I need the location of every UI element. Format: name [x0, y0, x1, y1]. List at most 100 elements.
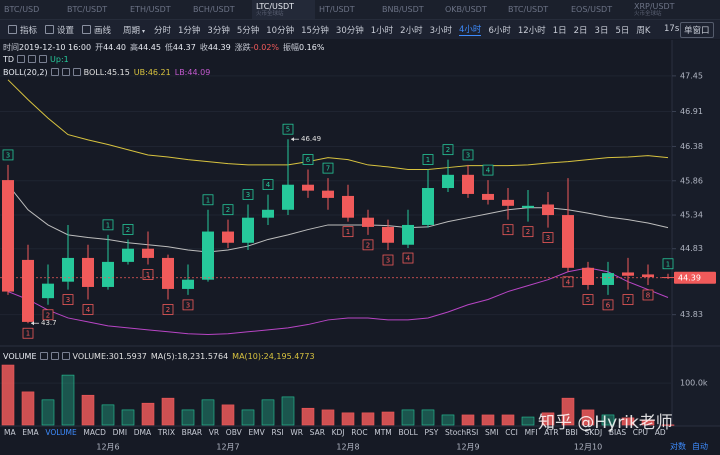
market-tab[interactable]: LTC/USDT 火币全球站 [252, 0, 315, 19]
indicator-tab[interactable]: CCI [505, 428, 518, 437]
candle-body [542, 204, 554, 216]
period-button[interactable]: 3日 [594, 25, 609, 36]
tool-button[interactable]: 指标 [8, 24, 37, 36]
indicator-tab[interactable]: RSI [271, 428, 284, 437]
period-button[interactable]: 3小时 [429, 25, 453, 36]
td-label: 2 [46, 311, 50, 319]
indicator-tab[interactable]: MTM [374, 428, 392, 437]
indicator-tab[interactable]: BRAR [181, 428, 203, 437]
market-tab[interactable]: OKB/USDT [441, 0, 504, 19]
td-box [142, 269, 154, 280]
period-button[interactable]: 1日 [552, 25, 567, 36]
candle-body [142, 248, 154, 258]
period-button[interactable]: 12小时 [517, 25, 546, 36]
legend-readout: Up:1 [50, 54, 69, 64]
period-button[interactable]: 10分钟 [266, 25, 295, 36]
period-button[interactable]: 3分钟 [207, 25, 230, 36]
axis-option[interactable]: 对数 [670, 442, 686, 451]
td-label: 2 [226, 206, 230, 214]
legend-icon[interactable] [28, 55, 37, 63]
legend-icon[interactable] [50, 68, 59, 76]
market-tab[interactable]: ETH/USDT [126, 0, 189, 19]
market-tab[interactable]: BCH/USDT [189, 0, 252, 19]
period-button[interactable]: 5分钟 [236, 25, 260, 36]
extreme-label: 46.49 [301, 135, 321, 143]
market-tab[interactable]: BTC/USDT [63, 0, 126, 19]
td-box [482, 164, 494, 176]
indicator-tab[interactable]: BIAS [608, 428, 627, 437]
tool-button[interactable]: 画线 [82, 24, 111, 36]
legend-icon[interactable] [61, 68, 70, 76]
market-tab[interactable]: EOS/USDT [567, 0, 630, 19]
indicator-tab[interactable]: DMI [112, 428, 128, 437]
indicator-tab[interactable]: KDJ [331, 428, 345, 437]
legend-icon[interactable] [17, 55, 26, 63]
market-tab[interactable]: BNB/USDT [378, 0, 441, 19]
indicator-tab[interactable]: SAR [309, 428, 325, 437]
indicator-tab[interactable]: MA [4, 428, 16, 437]
legend-name: TD [3, 54, 15, 64]
indicator-tab[interactable]: VOLUME [45, 428, 77, 437]
x-tick-label: 12月10 [574, 443, 602, 452]
candle-body [42, 283, 54, 299]
td-label: 1 [146, 271, 150, 279]
td-box [362, 239, 374, 251]
indicator-tab[interactable]: ATR [544, 428, 559, 437]
indicator-tab[interactable]: BOLL [398, 428, 418, 437]
indicator-tab[interactable]: EMA [22, 428, 39, 437]
period-button[interactable]: 分时 [153, 25, 171, 36]
legend-icon[interactable] [39, 352, 48, 360]
period-dropdown[interactable]: 周期 [123, 24, 145, 36]
volume-bar [661, 424, 675, 426]
indicator-tab[interactable]: SKDJ [584, 428, 603, 437]
period-button[interactable]: 5日 [615, 25, 630, 36]
indicator-tab[interactable]: ROC [351, 428, 368, 437]
candle-body [642, 274, 654, 278]
td-box [322, 162, 334, 174]
period-button[interactable]: 2小时 [400, 25, 423, 36]
layout-button[interactable]: 单窗口 [680, 22, 714, 38]
market-tab[interactable]: HT/USDT [315, 0, 378, 19]
market-tab[interactable]: BTC/USDT [504, 0, 567, 19]
axis-option[interactable]: 自动 [692, 442, 708, 451]
indicator-tab[interactable]: TRIX [157, 428, 175, 437]
volume-bar [81, 394, 95, 426]
indicator-tab[interactable]: AD [654, 428, 666, 437]
indicator-tab[interactable]: BBI [565, 428, 578, 437]
volume-bar [121, 409, 135, 426]
indicator-tab[interactable]: StochRSI [445, 428, 479, 437]
legend-readout: MA(5):18,231.5764 [150, 351, 229, 361]
legend-icon[interactable] [39, 55, 48, 63]
td-label: 4 [566, 278, 571, 286]
info-value: 44.39 [207, 42, 231, 52]
legend-icon[interactable] [72, 68, 81, 76]
indicator-tab[interactable]: DMA [133, 428, 152, 437]
period-button[interactable]: 4小时 [459, 25, 482, 36]
tool-button[interactable]: 设置 [45, 24, 74, 36]
indicator-tab[interactable]: OBV [225, 428, 242, 437]
legend-icon[interactable] [61, 352, 70, 360]
period-button[interactable]: 6小时 [488, 25, 511, 36]
indicator-tab[interactable]: PSY [424, 428, 439, 437]
indicator-tab[interactable]: EMV [248, 428, 265, 437]
indicator-tab[interactable]: CPU [632, 428, 649, 437]
legend-icon[interactable] [50, 352, 59, 360]
period-button[interactable]: 1分钟 [178, 25, 201, 36]
period-button[interactable]: 周K [636, 25, 651, 36]
market-tab[interactable]: BTC/USD [0, 0, 63, 19]
candle-body [502, 199, 514, 206]
period-button[interactable]: 1小时 [370, 25, 394, 36]
td-label: 3 [246, 191, 250, 199]
indicator-tab[interactable]: MACD [83, 428, 106, 437]
indicator-tab[interactable]: WR [290, 428, 303, 437]
indicator-tab[interactable]: MFI [524, 428, 538, 437]
market-tab[interactable]: XRP/USDT 火币全球站 [630, 0, 693, 19]
period-button[interactable]: 2日 [573, 25, 588, 36]
period-button[interactable]: 30分钟 [335, 25, 364, 36]
td-label: 3 [466, 151, 470, 159]
period-button[interactable]: 15分钟 [301, 25, 329, 36]
td-label: 3 [546, 234, 550, 242]
indicator-tab[interactable]: VR [208, 428, 220, 437]
indicator-tab[interactable]: SMI [485, 428, 499, 437]
td-box [262, 179, 274, 191]
